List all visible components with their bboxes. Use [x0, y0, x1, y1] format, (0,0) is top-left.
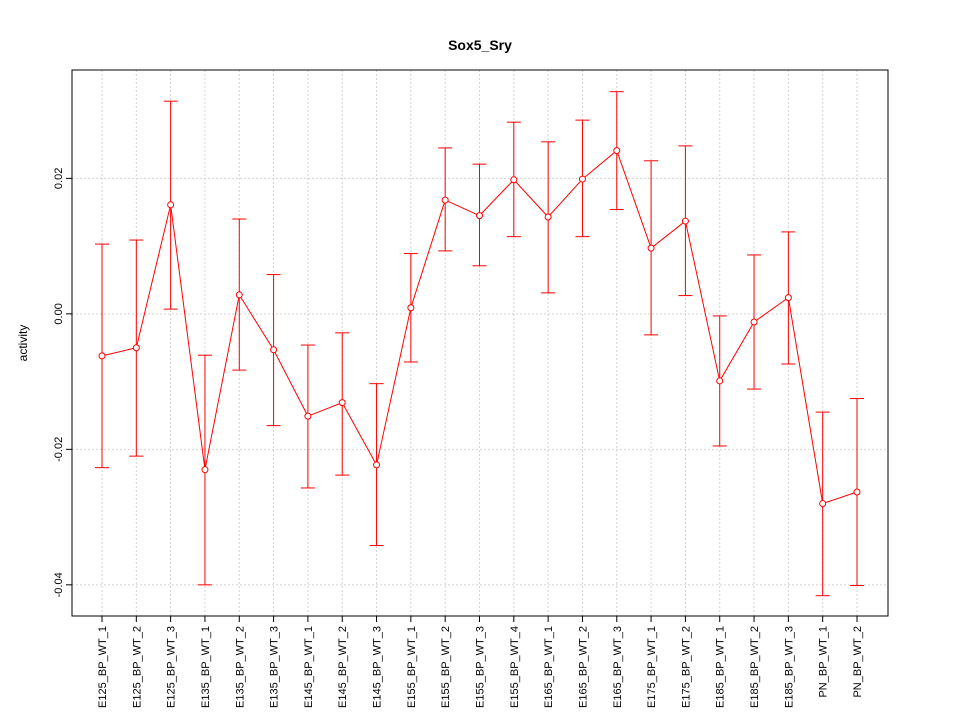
x-tick-label: E125_BP_WT_1 [97, 626, 109, 708]
x-tick-label: E165_BP_WT_1 [543, 626, 555, 708]
data-point [441, 196, 449, 204]
x-tick-label: E175_BP_WT_2 [680, 626, 692, 708]
data-point [407, 304, 415, 312]
x-tick-label: PN_BP_WT_1 [818, 626, 830, 698]
data-point [373, 461, 381, 469]
x-tick-label: E165_BP_WT_2 [577, 626, 589, 708]
data-point [647, 244, 655, 252]
data-point [270, 346, 278, 354]
data-point [201, 466, 209, 474]
plot-frame [71, 69, 889, 617]
x-tick-label: E185_BP_WT_1 [715, 626, 727, 708]
y-tick-label: 0.02 [53, 168, 65, 189]
data-point [167, 201, 175, 209]
x-tick-label: E155_BP_WT_3 [475, 626, 487, 708]
data-point [338, 399, 346, 407]
y-tick-label: -0.04 [53, 572, 65, 597]
data-point [853, 488, 861, 496]
y-tick-label: -0.02 [53, 437, 65, 462]
x-tick-label: E145_BP_WT_2 [337, 626, 349, 708]
data-point [304, 412, 312, 420]
x-tick-label: E135_BP_WT_3 [269, 626, 281, 708]
data-point [510, 176, 518, 184]
data-point [235, 291, 243, 299]
x-tick-label: E185_BP_WT_3 [783, 626, 795, 708]
data-point [716, 377, 724, 385]
data-point [98, 352, 106, 360]
chart-title: Sox5_Sry [448, 37, 512, 53]
x-tick-label: E155_BP_WT_1 [406, 626, 418, 708]
data-point [476, 212, 483, 220]
x-tick-label: E145_BP_WT_1 [303, 626, 315, 708]
data-point [681, 217, 689, 225]
x-tick-label: E185_BP_WT_2 [749, 626, 761, 708]
x-tick-label: E125_BP_WT_3 [166, 626, 178, 708]
data-point [613, 147, 621, 155]
data-point [544, 213, 552, 221]
grid [72, 70, 888, 616]
data-point [578, 175, 586, 183]
y-tick-label: 0.00 [53, 303, 65, 324]
data-marks [95, 91, 864, 597]
x-tick-label: E165_BP_WT_3 [612, 626, 624, 708]
x-tick-label: E155_BP_WT_4 [509, 626, 521, 708]
x-tick-label: E155_BP_WT_2 [440, 626, 452, 708]
y-axis-label: activity [16, 325, 30, 362]
x-tick-label: PN_BP_WT_2 [852, 626, 864, 698]
data-point [750, 318, 758, 326]
x-tick-label: E145_BP_WT_3 [372, 626, 384, 708]
axes: -0.04 -0.02 0.00 0.02 E125_BP_WT_1 E125_BP_WT… [53, 168, 864, 708]
x-tick-label: E135_BP_WT_1 [200, 626, 212, 708]
data-point [819, 500, 827, 508]
x-tick-label: E125_BP_WT_2 [131, 626, 143, 708]
x-tick-label: E175_BP_WT_1 [646, 626, 658, 708]
data-point [132, 344, 140, 352]
x-tick-label: E135_BP_WT_2 [234, 626, 246, 708]
data-point [784, 294, 792, 302]
